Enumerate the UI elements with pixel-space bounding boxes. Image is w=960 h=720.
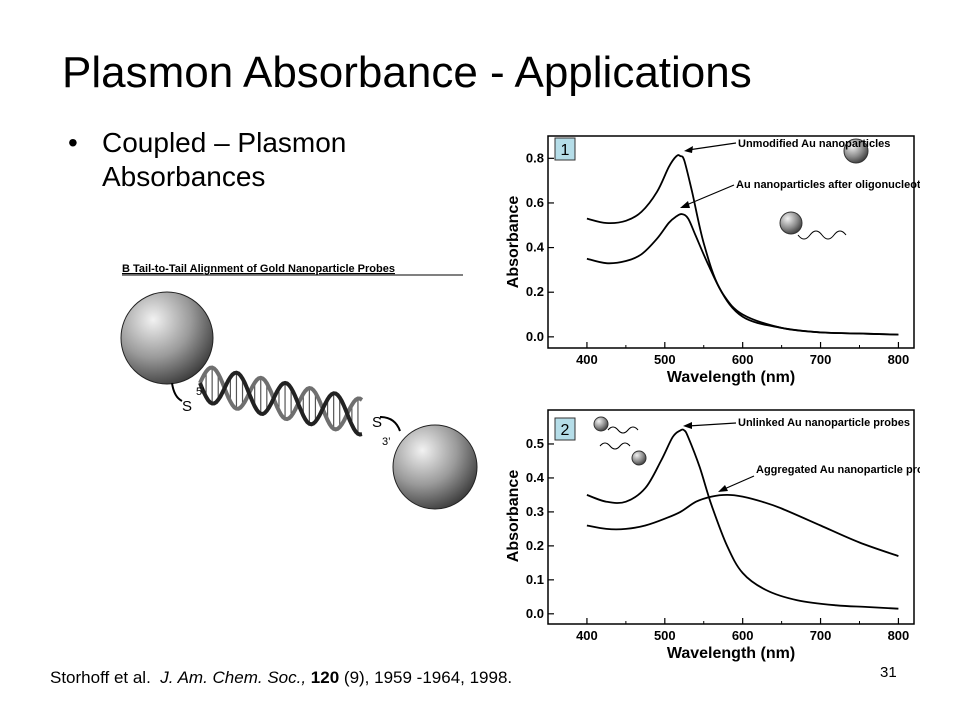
x-tick-label: 800: [888, 628, 910, 643]
arrow-modified: [683, 184, 735, 207]
modified-nanoparticle-icon: [779, 211, 803, 235]
dna-strand-front: [198, 370, 363, 437]
sulfur-label-right: S: [372, 414, 382, 431]
y-tick-label: 0.2: [526, 284, 544, 299]
unlinked-nanoparticle-icon-2: [631, 450, 647, 466]
arrowhead-unmodified: [684, 146, 693, 153]
linker-left: [171, 382, 183, 402]
y-tick-label: 0.5: [526, 436, 544, 451]
arrow-unmodified: [687, 142, 737, 151]
dna-double-helix: [198, 365, 364, 437]
annotation-unlinked: Unlinked Au nanoparticle probes: [738, 417, 910, 429]
citation: Storhoff et al. J. Am. Chem. Soc., 120 (…: [50, 668, 512, 688]
series-group: [586, 428, 899, 610]
citation-journal: J. Am. Chem. Soc.,: [160, 668, 307, 687]
arrow-aggregated: [721, 475, 755, 491]
y-tick-label: 0.8: [526, 150, 544, 165]
sulfur-label-left: S: [182, 398, 192, 415]
citation-volume: 120: [310, 668, 340, 687]
unlinked-nanoparticle-icon-1: [593, 416, 609, 432]
series-group: [586, 154, 899, 336]
plot-frame: [547, 135, 915, 349]
panel-badge: [554, 137, 576, 161]
x-tick-label: 700: [810, 628, 832, 643]
y-axis-title: Absorbance: [505, 470, 522, 563]
x-tick-label: 800: [888, 352, 910, 367]
arrowhead-modified: [680, 201, 690, 208]
x-tick-label: 500: [654, 352, 676, 367]
dna-strand-back: [198, 365, 364, 432]
x-axis-title: Wavelength (nm): [667, 645, 795, 662]
bullet-item: Coupled – Plasmon Absorbances: [68, 126, 462, 194]
nanoparticle-icon: [843, 138, 869, 164]
slide-title: Plasmon Absorbance - Applications: [62, 48, 752, 97]
arrowhead-aggregated: [718, 485, 728, 492]
gold-nanoparticle-left: [120, 291, 214, 385]
linker-right: [379, 416, 401, 432]
axis-ticks: 400 500 600 700 800 0.0 0.1 0.2 0.3 0.4 0.5: [526, 436, 909, 643]
panel-badge: [554, 417, 576, 441]
y-tick-label: 0.4: [526, 470, 545, 485]
absorbance-chart-1: 400 500 600 700 800 0.0 0.2 0.4 0.6 0.8 Wavelengt…: [505, 135, 920, 386]
annotation-aggregated: Aggregated Au nanoparticle probes: [756, 464, 920, 476]
x-tick-label: 400: [576, 352, 598, 367]
x-tick-label: 600: [732, 628, 754, 643]
strand-icon-2: [599, 442, 631, 450]
series-line-2: [586, 213, 899, 336]
x-tick-label: 700: [810, 352, 832, 367]
x-tick-label: 600: [732, 352, 754, 367]
y-tick-label: 0.6: [526, 195, 544, 210]
y-tick-label: 0.3: [526, 504, 544, 519]
axis-ticks: 400 500 600 700 800 0.0 0.2 0.4 0.6 0.8: [526, 150, 909, 367]
dna-alignment-figure: B Tail-to-Tail Alignment of Gold Nanopar…: [120, 263, 478, 510]
citation-authors: Storhoff et al.: [50, 668, 151, 687]
annotation-modified: Au nanoparticles after oligonucleotide m…: [736, 179, 920, 191]
y-tick-label: 0.1: [526, 572, 544, 587]
five-prime-label: 5’: [196, 386, 205, 398]
strand-icon-1: [607, 426, 639, 434]
y-tick-label: 0.0: [526, 606, 544, 621]
x-tick-label: 400: [576, 628, 598, 643]
x-tick-label: 500: [654, 628, 676, 643]
three-prime-label: 3’: [382, 436, 391, 448]
citation-issue: (9), 1959 -1964, 1998.: [343, 668, 513, 687]
page-number: 31: [880, 664, 897, 681]
panel-badge-label: 2: [561, 422, 570, 439]
plot-frame: [547, 409, 915, 625]
annotation-unmodified: Unmodified Au nanoparticles: [738, 138, 890, 150]
gold-nanoparticle-right: [392, 424, 478, 510]
figure-caption: B Tail-to-Tail Alignment of Gold Nanopar…: [122, 263, 395, 275]
series-line-2: [586, 493, 899, 557]
y-tick-label: 0.0: [526, 329, 544, 344]
arrowhead-unlinked: [683, 422, 692, 429]
panel-badge-label: 1: [561, 142, 570, 159]
oligonucleotide-strand-icon: [797, 230, 847, 240]
y-tick-label: 0.4: [526, 240, 545, 255]
bullet-list: Coupled – Plasmon Absorbances: [68, 126, 462, 194]
absorbance-chart-2: 400 500 600 700 800 0.0 0.1 0.2 0.3 0.4 0.5 Wavele…: [505, 409, 920, 662]
y-axis-title: Absorbance: [505, 196, 522, 289]
x-axis-title: Wavelength (nm): [667, 369, 795, 386]
y-tick-label: 0.2: [526, 538, 544, 553]
arrow-unlinked: [687, 422, 737, 427]
series-line-1: [586, 428, 899, 610]
